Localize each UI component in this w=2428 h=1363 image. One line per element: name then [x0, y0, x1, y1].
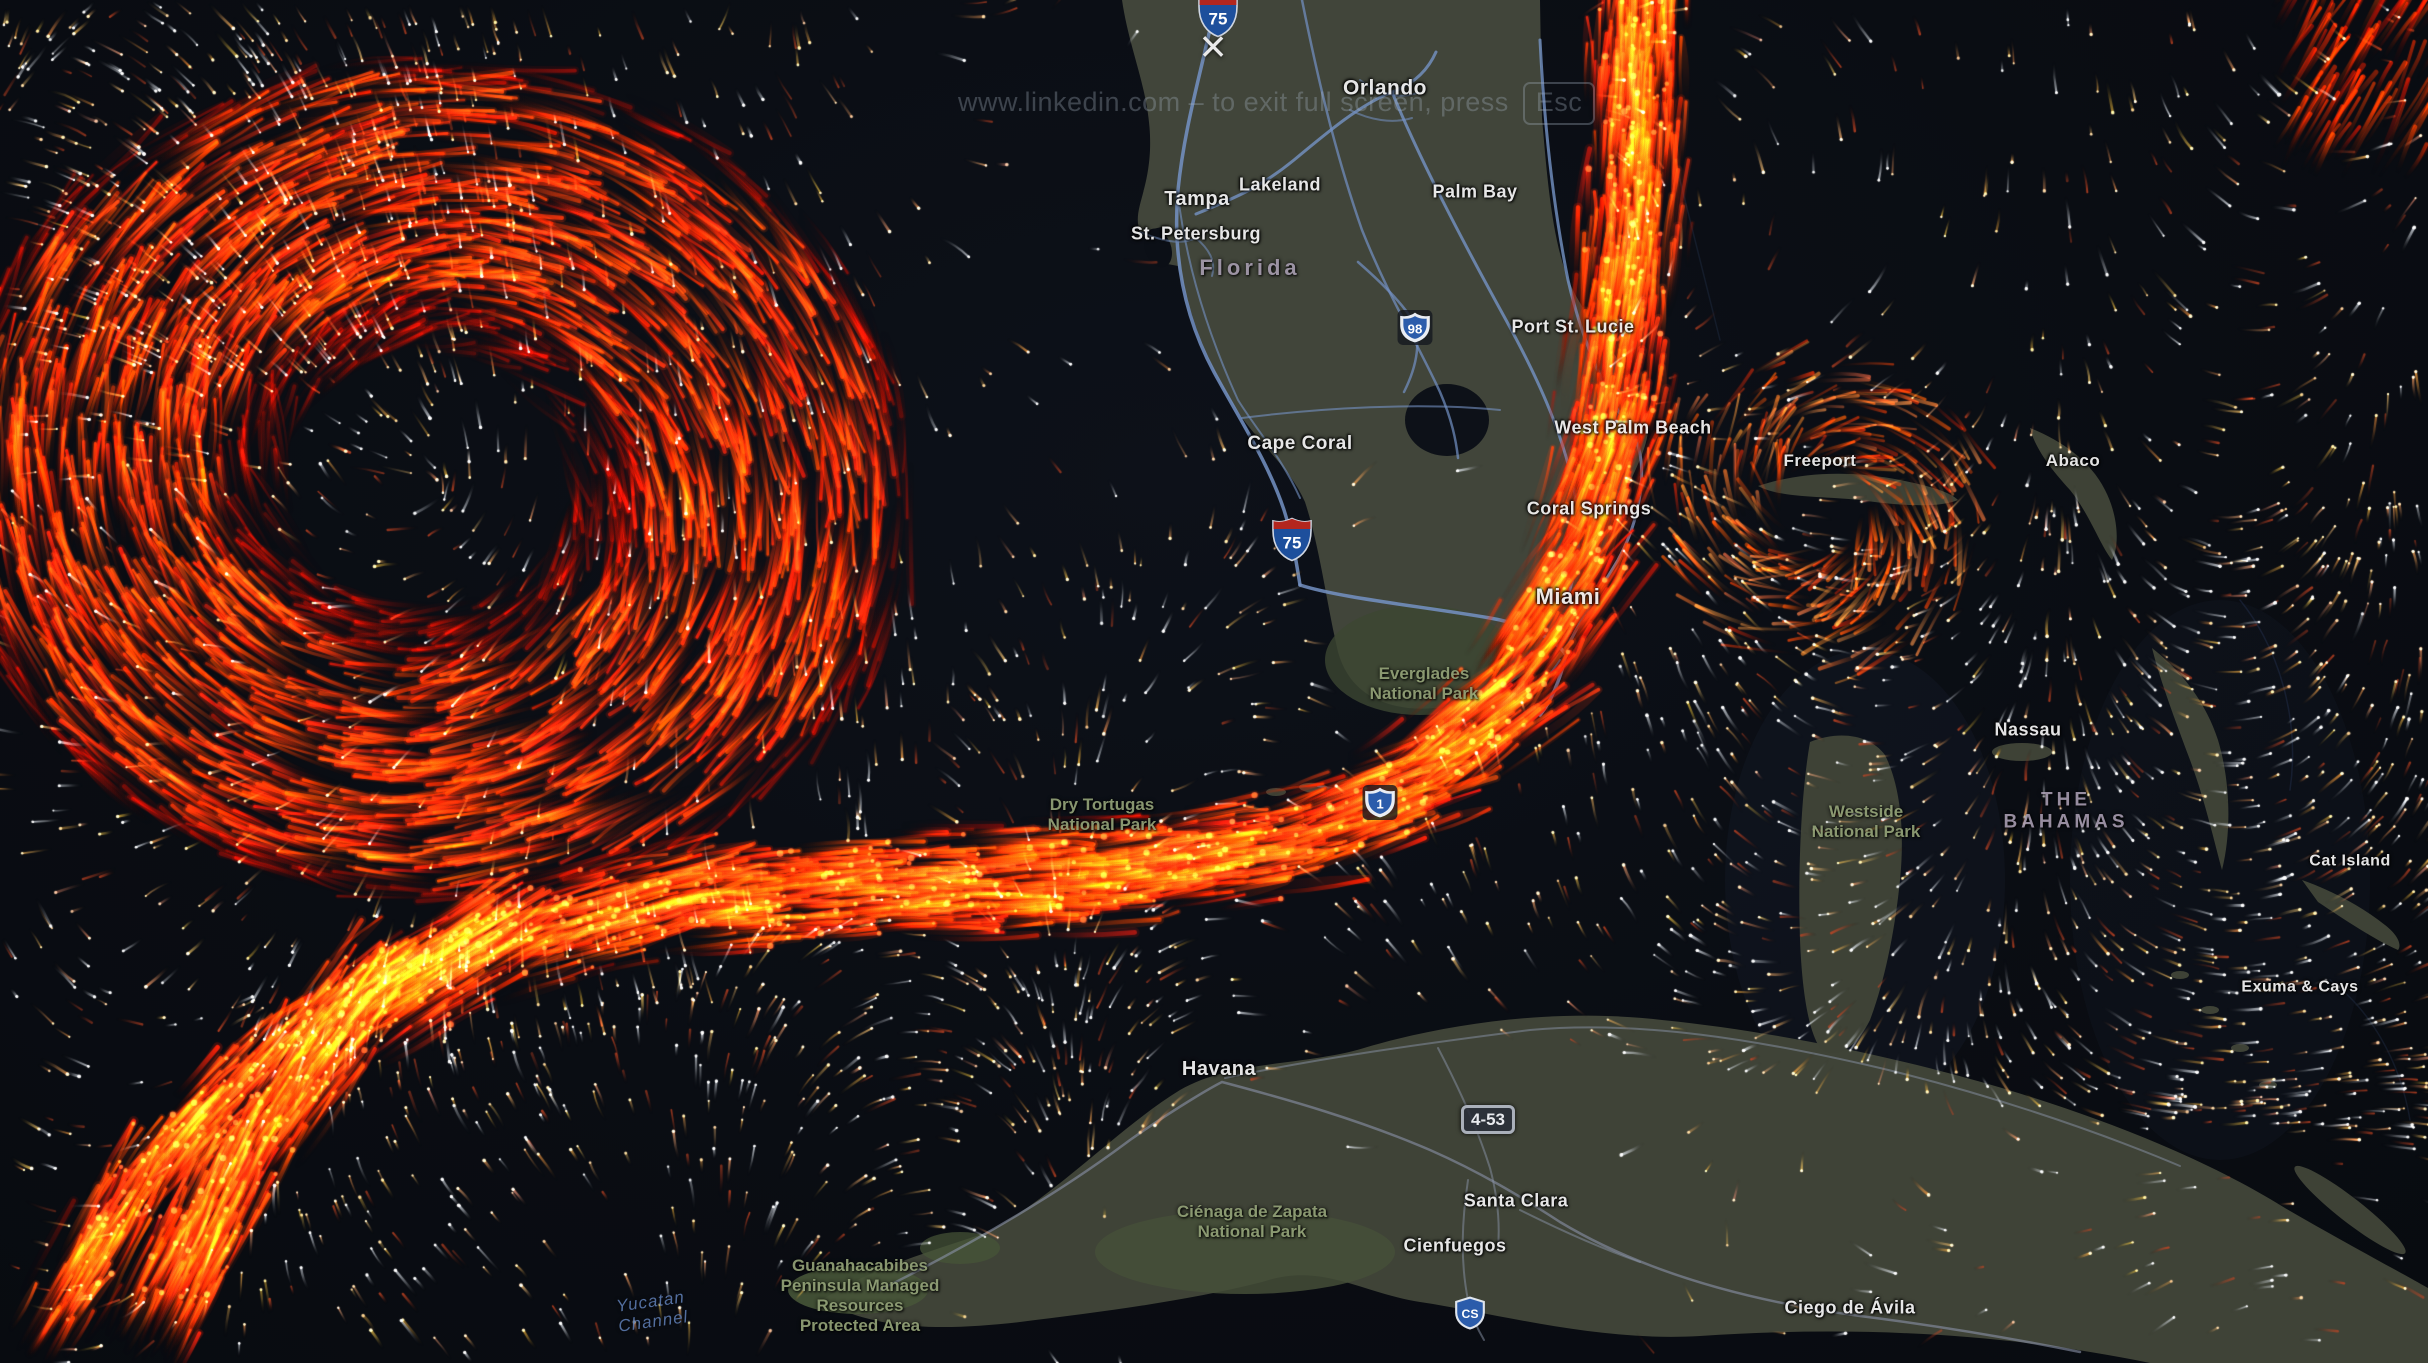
close-icon[interactable]: ×: [1188, 20, 1238, 72]
esc-key: Esc: [1522, 82, 1596, 125]
fullscreen-watermark: www.linkedin.com – to exit full screen, …: [958, 82, 1596, 125]
watermark-text: www.linkedin.com – to exit full screen, …: [958, 87, 1509, 117]
